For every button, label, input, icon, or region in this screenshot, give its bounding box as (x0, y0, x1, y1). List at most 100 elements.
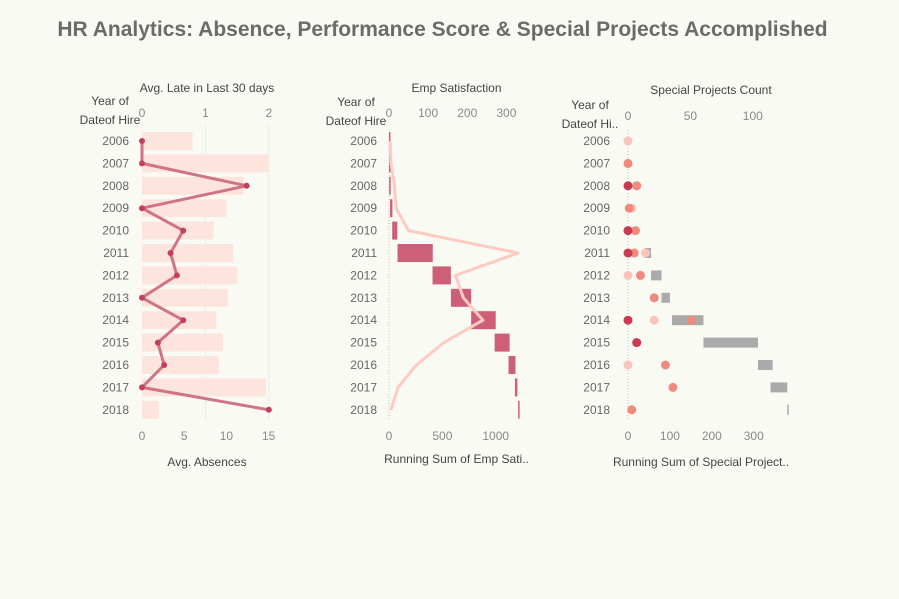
category-label: 2017 (583, 380, 610, 394)
absence-bar (142, 333, 224, 352)
category-label: 2011 (103, 246, 129, 260)
category-label: 2009 (583, 201, 610, 215)
top-tick-label: 0 (386, 106, 393, 120)
category-label: 2012 (102, 268, 129, 282)
running-sum-bar (770, 382, 788, 393)
category-label: 2016 (350, 358, 377, 372)
category-label: 2009 (102, 201, 129, 215)
row-header-label: Dateof Hire (80, 113, 141, 127)
running-sum-bar (494, 333, 510, 352)
running-sum-bar (651, 270, 662, 281)
category-label: 2015 (583, 336, 610, 350)
category-label: 2007 (350, 156, 377, 170)
running-sum-bar (389, 176, 391, 195)
category-label: 2017 (350, 380, 377, 394)
absence-bar (142, 266, 238, 285)
row-header-label: Dateof Hire (326, 114, 387, 128)
project-point (623, 315, 633, 325)
category-label: 2006 (583, 134, 610, 148)
category-label: 2007 (102, 156, 129, 170)
row-header-label: Year of (337, 95, 375, 109)
running-sum-bar (508, 356, 516, 374)
category-label: 2014 (350, 313, 377, 327)
top-tick-label: 200 (457, 106, 477, 120)
project-point (635, 270, 645, 280)
bottom-tick-label: 5 (181, 429, 188, 443)
bottom-tick-label: 0 (386, 429, 393, 443)
category-label: 2006 (350, 134, 377, 148)
satisfaction-line (388, 140, 520, 411)
running-sum-bar (432, 266, 451, 285)
bottom-tick-label: 500 (432, 429, 452, 443)
bottom-tick-label: 1000 (482, 429, 509, 443)
top-tick-label: 0 (625, 109, 632, 123)
top-tick-label: 1 (202, 106, 209, 120)
category-label: 2014 (583, 313, 610, 327)
category-label: 2014 (102, 313, 129, 327)
project-point (668, 382, 678, 392)
row-header-label: Dateof Hi.. (562, 117, 619, 131)
top-tick-label: 100 (743, 109, 763, 123)
panel-title: Emp Satisfaction (411, 81, 501, 95)
panel-special-projects: Special Projects Count Year of Dateof Hi..… (562, 83, 789, 469)
late-point (180, 227, 187, 234)
absence-bar (142, 378, 267, 397)
late-point (154, 339, 161, 346)
bottom-axis-label: Avg. Absences (167, 455, 246, 469)
absence-bar (142, 154, 269, 173)
category-label: 2006 (102, 134, 129, 148)
running-sum-bar (514, 378, 518, 397)
bottom-tick-label: 200 (702, 429, 722, 443)
category-label: 2010 (102, 224, 129, 238)
category-label: 2015 (350, 336, 377, 350)
running-sum-bar (661, 292, 670, 303)
bottom-tick-label: 0 (625, 429, 632, 443)
bottom-tick-label: 100 (660, 429, 680, 443)
project-point (630, 226, 640, 236)
bottom-tick-label: 300 (744, 429, 764, 443)
absence-bar (142, 176, 244, 195)
running-sum-bar (397, 244, 433, 262)
category-label: 2012 (350, 268, 377, 282)
absence-bar (142, 400, 159, 419)
late-point (139, 160, 145, 167)
panel-absences: Avg. Late in Last 30 days Year of Dateof H… (80, 81, 276, 469)
bottom-tick-label: 15 (262, 429, 276, 443)
absence-bar (142, 288, 229, 307)
project-point (623, 248, 633, 258)
category-label: 2016 (583, 358, 610, 372)
category-label: 2015 (102, 336, 129, 350)
project-point (649, 293, 659, 303)
category-label: 2018 (583, 403, 610, 417)
bottom-tick-label: 0 (139, 429, 146, 443)
running-sum-bar (390, 199, 393, 218)
running-sum-bar (389, 132, 391, 150)
category-label: 2018 (102, 403, 129, 417)
late-point (180, 317, 187, 324)
project-point (627, 405, 637, 415)
category-label: 2009 (350, 201, 377, 215)
category-label: 2007 (583, 156, 610, 170)
top-tick-label: 2 (265, 106, 272, 120)
project-point (624, 203, 634, 213)
bottom-axis-label: Running Sum of Special Project.. (613, 455, 789, 469)
project-point (640, 248, 650, 258)
top-tick-label: 100 (418, 106, 438, 120)
bottom-tick-label: 10 (220, 429, 234, 443)
category-label: 2013 (583, 291, 610, 305)
project-point (632, 181, 642, 191)
running-sum-bar (392, 221, 398, 240)
late-point (139, 294, 145, 301)
category-label: 2013 (350, 291, 377, 305)
category-label: 2010 (350, 224, 377, 238)
late-point (139, 205, 145, 212)
project-point (629, 248, 639, 258)
category-label: 2013 (102, 291, 129, 305)
project-point (623, 136, 633, 146)
panel-title: Special Projects Count (650, 83, 772, 97)
absence-bar (142, 244, 234, 262)
category-label: 2012 (583, 268, 610, 282)
absence-bar (142, 356, 219, 374)
category-label: 2008 (583, 179, 610, 193)
